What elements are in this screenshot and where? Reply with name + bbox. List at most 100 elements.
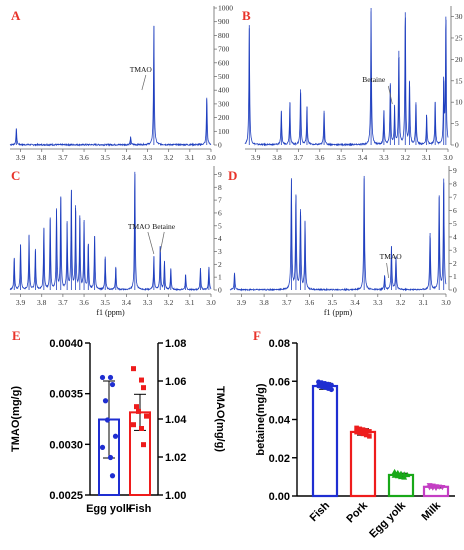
- panel-letter: A: [11, 8, 21, 23]
- x-tick-label: 3.6: [79, 298, 89, 307]
- y-tick-label: 100: [218, 127, 230, 136]
- y-tick-label: 700: [218, 45, 230, 54]
- x-tick-label: 3.1: [185, 153, 195, 162]
- x-tick-label: Fish: [308, 499, 333, 524]
- data-point: [131, 366, 136, 372]
- annotation-label: TMAO: [380, 252, 403, 261]
- data-point: [99, 444, 106, 450]
- x-tick-label: 3.4: [122, 298, 132, 307]
- x-tick-label: 3.3: [379, 153, 389, 162]
- data-point: [354, 429, 359, 435]
- data-point: [112, 433, 119, 439]
- x-tick-label: 3.3: [143, 298, 153, 307]
- y-tick-label: 0.02: [269, 453, 290, 465]
- panel-letter: F: [253, 328, 261, 343]
- panel-letter: E: [12, 328, 21, 343]
- bar: [311, 384, 339, 498]
- y-tick-label: 5: [218, 221, 222, 230]
- data-point: [107, 454, 114, 461]
- y-tick-label: 2: [453, 259, 457, 268]
- data-point: [109, 381, 116, 388]
- x-tick-label: Egg yolk: [86, 503, 133, 515]
- x-tick-label: 3.2: [401, 153, 411, 162]
- annotation-arrow: [141, 74, 147, 91]
- annotation-arrow: [147, 231, 155, 255]
- y-axis-label: betaine(mg/g): [255, 383, 267, 455]
- y-tick-label: 0.04: [269, 415, 291, 427]
- y-tick-label: 6: [453, 206, 457, 215]
- y-tick-label: 7: [218, 196, 222, 205]
- data-point: [328, 382, 334, 388]
- y-tick-label: 500: [218, 72, 230, 81]
- bar-panel-f: F 0.00 0.02 0.04 0.06 0.08 betaine(mg/g) Fish Po…: [253, 328, 455, 541]
- y-tick-label: 0.0035: [49, 389, 83, 401]
- nmr-panel-b: B 3.9 3.8 3.7 3.6 3.5 3.4 3.3 3.2 3.1 3.00 5 10 15 20 2…: [242, 6, 463, 162]
- panel-letter: B: [242, 8, 251, 23]
- y-tick-label: 6: [218, 208, 222, 217]
- y-tick-label: 8: [218, 183, 222, 192]
- bar-panel-e: E 0.0025 0.0030 0.0035 0.0040 1.00 1.02 1.04 1.0…: [10, 328, 226, 515]
- data-point: [134, 404, 139, 410]
- data-point: [136, 408, 141, 414]
- x-tick-label: 3.8: [37, 298, 47, 307]
- x-tick-label: 3.9: [251, 153, 261, 162]
- data-point: [367, 429, 372, 434]
- data-point: [131, 422, 136, 428]
- data-point: [404, 471, 411, 478]
- y-tick-label: 7: [453, 193, 457, 202]
- x-tick-label: 3.2: [164, 153, 174, 162]
- y-tick-label: 0: [218, 141, 222, 150]
- data-point: [367, 434, 372, 439]
- y-tick-label: 0.0030: [49, 439, 83, 451]
- y-tick-label: 0.0025: [49, 490, 83, 502]
- x-tick-label: 3.7: [282, 298, 292, 307]
- x-tick-label: 3.7: [58, 153, 68, 162]
- x-tick-label: 3.3: [373, 298, 383, 307]
- y-tick-label: 30: [455, 12, 463, 21]
- x-tick-label: 3.3: [143, 153, 153, 162]
- x-tick-label: Milk: [419, 499, 443, 523]
- y-tick-label: 1000: [218, 4, 233, 13]
- x-tick-label: 3.8: [37, 153, 47, 162]
- x-tick-label: 3.1: [185, 298, 195, 307]
- annotation-label: Betaine: [152, 222, 176, 231]
- y-tick-label: 0.08: [269, 338, 290, 350]
- y2-tick-label: 1.00: [165, 490, 186, 502]
- y-tick-label: 9: [453, 166, 457, 175]
- y-tick-label: 900: [218, 17, 230, 26]
- panel-letter: D: [228, 168, 237, 183]
- annotation-label: TMAO: [130, 65, 153, 74]
- y-tick-label: 0.00: [269, 491, 290, 503]
- y-axis-label: TMAO(mg/g): [10, 386, 22, 452]
- y-tick-label: 15: [455, 76, 463, 85]
- y-tick-label: 1: [453, 272, 457, 281]
- y-tick-label: 0.06: [269, 376, 290, 388]
- x-tick-label: 3.5: [101, 153, 111, 162]
- y2-tick-label: 1.06: [165, 376, 186, 388]
- data-point: [354, 425, 359, 431]
- y-tick-label: 0: [455, 141, 459, 150]
- y2-axis-label: TMAO(mg/g): [214, 386, 226, 452]
- data-point: [363, 428, 369, 433]
- x-tick-label: 3.9: [16, 298, 26, 307]
- x-axis-label: f1 (ppm): [324, 308, 353, 317]
- x-tick-label: 3.6: [79, 153, 89, 162]
- x-tick-label: 3.0: [443, 153, 453, 162]
- x-tick-label: 3.4: [122, 153, 132, 162]
- y-tick-label: 20: [455, 55, 463, 64]
- y-tick-label: 4: [218, 234, 222, 243]
- data-point: [109, 473, 116, 479]
- y-tick-label: 3: [218, 247, 222, 256]
- nmr-panel-c: C 3.9 3.8 3.7 3.6 3.5 3.4 3.3 3.2 3.1 3.0 f1 (ppm) 0…: [9, 166, 222, 317]
- x-tick-label: 3.5: [328, 298, 338, 307]
- y-tick-label: 10: [455, 98, 463, 107]
- data-point: [141, 442, 146, 448]
- x-tick-label: 3.0: [441, 298, 451, 307]
- y-tick-label: 400: [218, 86, 230, 95]
- x-tick-label: 3.8: [272, 153, 282, 162]
- y-tick-label: 5: [455, 119, 459, 128]
- x-tick-label: 3.1: [419, 298, 429, 307]
- x-tick-label: 3.4: [350, 298, 360, 307]
- data-point: [357, 430, 363, 436]
- data-point: [360, 431, 366, 437]
